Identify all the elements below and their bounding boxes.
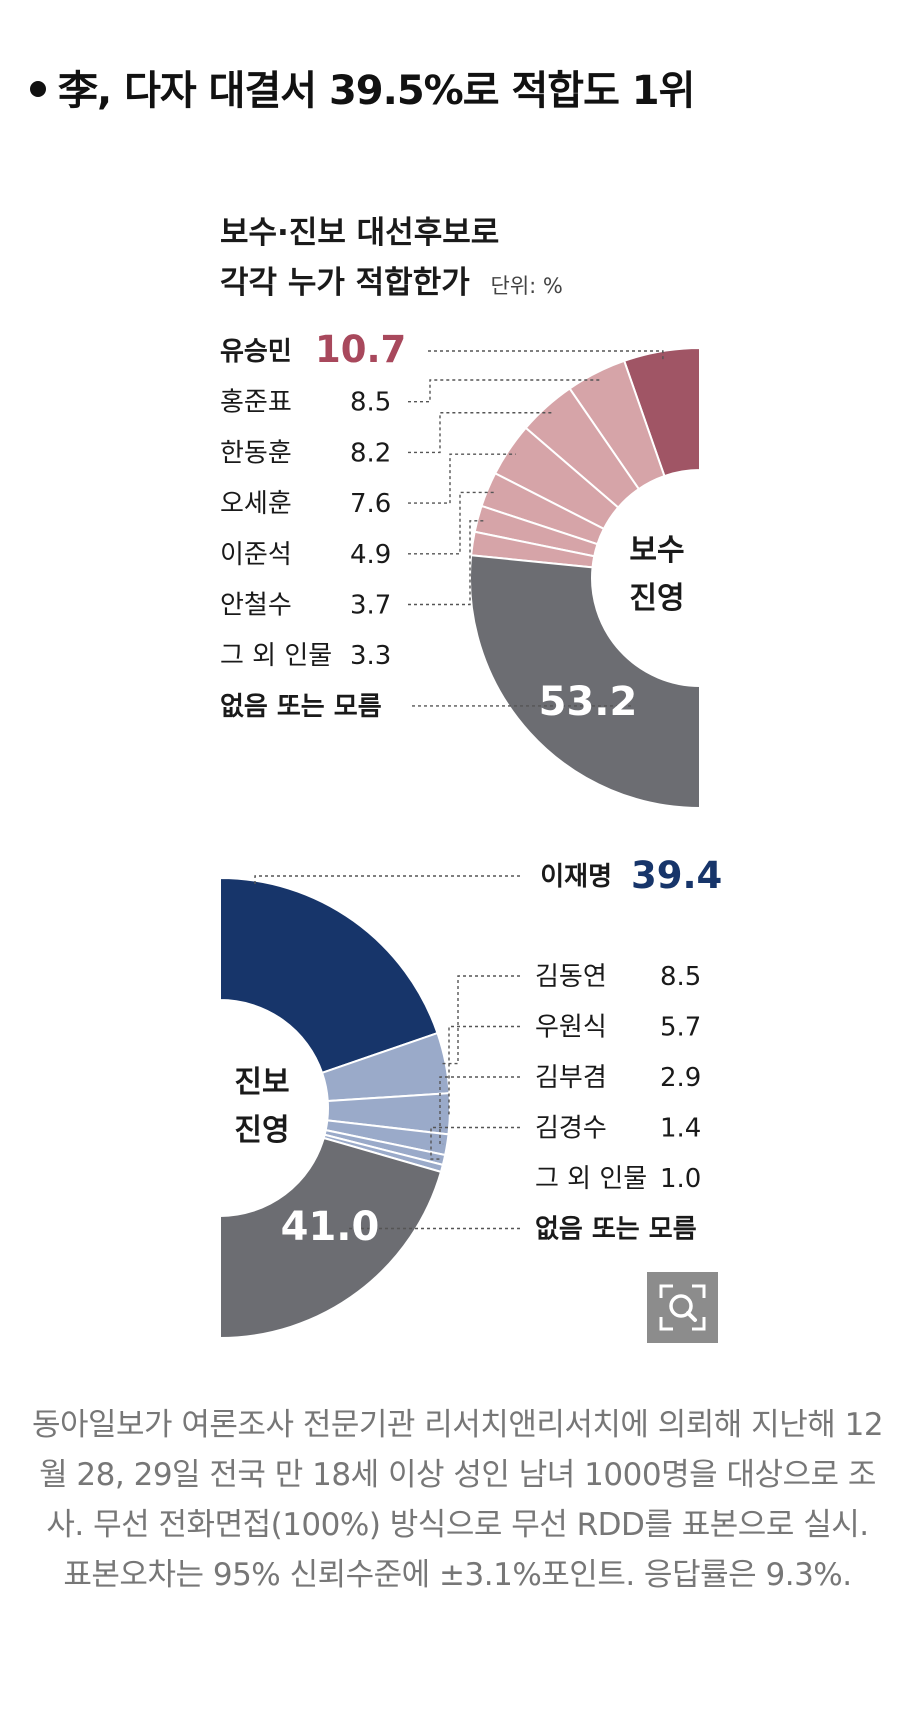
conservative-leader-5 bbox=[408, 491, 496, 555]
progressive-label-3: 우원식 bbox=[535, 1013, 607, 1043]
conservative-slice-3 bbox=[524, 387, 641, 509]
conservative-label-3: 한동훈 bbox=[220, 438, 292, 468]
bullet-dot bbox=[30, 81, 46, 97]
progressive-label-2: 김동연 bbox=[535, 962, 607, 992]
conservative-value-7: 3.3 bbox=[350, 641, 391, 671]
conservative-label-2: 홍준표 bbox=[220, 388, 292, 418]
conservative-value-5: 4.9 bbox=[350, 540, 391, 570]
progressive-value-6: 1.0 bbox=[660, 1164, 701, 1194]
conservative-slice-6 bbox=[473, 504, 599, 558]
progressive-none-value: 41.0 bbox=[281, 1204, 380, 1250]
conservative-label-8: 없음 또는 모름 bbox=[220, 692, 382, 722]
conservative-leader-4 bbox=[408, 453, 516, 504]
progressive-value-5: 1.4 bbox=[660, 1114, 701, 1144]
conservative-value-4: 7.6 bbox=[350, 489, 391, 519]
conservative-center-label-1: 보수 bbox=[629, 533, 684, 568]
progressive-slice-7 bbox=[219, 1136, 443, 1340]
conservative-leader-2 bbox=[408, 379, 600, 403]
conservative-slice-5 bbox=[480, 472, 606, 546]
progressive-leader-4 bbox=[439, 1076, 520, 1145]
conservative-slice-2 bbox=[568, 359, 666, 491]
conservative-value-6: 3.7 bbox=[350, 591, 391, 621]
progressive-label-6: 그 외 인물 bbox=[535, 1164, 647, 1194]
progressive-slice-1 bbox=[219, 876, 439, 1075]
conservative-slice-1 bbox=[622, 346, 701, 478]
progressive-label-5: 김경수 bbox=[535, 1114, 607, 1144]
conservative-none-value: 53.2 bbox=[539, 679, 638, 725]
conservative-label-7: 그 외 인물 bbox=[220, 641, 332, 671]
conservative-label-4: 오세훈 bbox=[220, 489, 292, 519]
progressive-leader-3 bbox=[445, 1025, 520, 1115]
progressive-label-1: 이재명 bbox=[540, 862, 612, 892]
chart-unit: 단위: % bbox=[491, 274, 563, 298]
magnifier-icon bbox=[659, 1284, 706, 1331]
svg-text:각각 누가 적합한가 단위: %: 각각 누가 적합한가 단위: % bbox=[220, 265, 563, 301]
progressive-leader-1 bbox=[254, 875, 520, 886]
progressive-leader-2 bbox=[441, 975, 520, 1065]
progressive-chart: 이재명 39.4 김동연 8.5 우원식 5.7 김부겸 2.9 김경수 1.4 그 외 인물 1.0… bbox=[219, 854, 722, 1340]
conservative-leader-3 bbox=[408, 412, 552, 454]
progressive-label-7: 없음 또는 모름 bbox=[535, 1215, 697, 1245]
progressive-leader-5 bbox=[430, 1126, 520, 1160]
survey-caption: 동아일보가 여론조사 전문기관 리서치앤리서치에 의뢰해 지난해 12월 28,… bbox=[31, 1407, 884, 1593]
headline: 李, 다자 대결서 39.5%로 적합도 1위 bbox=[30, 58, 695, 116]
conservative-value-2: 8.5 bbox=[350, 388, 391, 418]
progressive-label-4: 김부겸 bbox=[535, 1063, 607, 1093]
conservative-label-5: 이준석 bbox=[220, 540, 292, 570]
conservative-label-1: 유승민 bbox=[220, 337, 292, 367]
chart-title-line1: 보수·진보 대선후보로 bbox=[220, 215, 499, 251]
conservative-label-6: 안철수 bbox=[220, 591, 292, 621]
progressive-center-label-2: 진영 bbox=[234, 1113, 289, 1148]
conservative-slice-4 bbox=[493, 426, 620, 531]
progressive-value-2: 8.5 bbox=[660, 962, 701, 992]
conservative-leader-1 bbox=[428, 350, 664, 360]
progressive-value-4: 2.9 bbox=[660, 1063, 701, 1093]
progressive-value-3: 5.7 bbox=[660, 1013, 701, 1043]
chart-title-line2: 각각 누가 적합한가 bbox=[220, 265, 470, 301]
donut-charts: 보수·진보 대선후보로 각각 누가 적합한가 단위: % 유승민 10.7 홍준표 8… bbox=[219, 215, 722, 1340]
conservative-center-label-2: 진영 bbox=[629, 581, 684, 616]
conservative-leader-6 bbox=[408, 520, 486, 606]
conservative-chart: 유승민 10.7 홍준표 8.5 한동훈 8.2 오세훈 7.6 이준석 4.9 안철수 3.7 그 외… bbox=[220, 328, 701, 810]
conservative-value-3: 8.2 bbox=[350, 438, 391, 468]
zoom-button[interactable] bbox=[647, 1272, 718, 1343]
headline-text: 李, 다자 대결서 39.5%로 적합도 1위 bbox=[58, 68, 695, 114]
conservative-value-1: 10.7 bbox=[315, 328, 406, 371]
progressive-center-label-1: 진보 bbox=[234, 1065, 289, 1100]
progressive-value-1: 39.4 bbox=[631, 854, 722, 897]
